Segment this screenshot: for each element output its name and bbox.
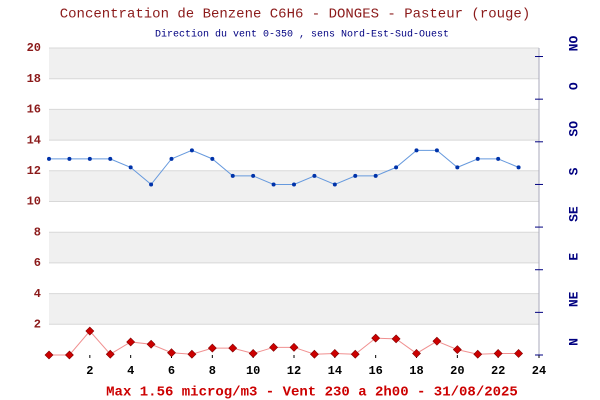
- data-point: [187, 349, 197, 359]
- data-point: [330, 349, 340, 358]
- data-point: [391, 334, 401, 344]
- data-point: [210, 156, 215, 161]
- y2-tick-label: NE: [566, 291, 581, 307]
- y-tick-label: 6: [34, 256, 41, 270]
- y2-tick-label: SE: [566, 206, 581, 222]
- y2-tick-label: E: [566, 253, 581, 261]
- x-tick-label: 12: [287, 364, 301, 378]
- data-point: [108, 156, 113, 161]
- data-point: [292, 182, 296, 187]
- data-point: [128, 165, 133, 170]
- data-point: [146, 339, 156, 349]
- data-point: [434, 148, 439, 153]
- y-tick-label: 14: [27, 133, 41, 147]
- y2-tick-label: N: [566, 338, 581, 346]
- data-point: [230, 173, 235, 178]
- data-point: [271, 182, 276, 187]
- data-point: [309, 349, 319, 359]
- data-point: [473, 349, 483, 359]
- data-point: [87, 156, 92, 161]
- data-point: [207, 343, 217, 353]
- data-point: [64, 350, 74, 360]
- data-point: [289, 342, 299, 352]
- x-tick-label: 2: [86, 364, 93, 378]
- data-point: [47, 156, 51, 161]
- grid-band: [49, 293, 539, 325]
- data-point: [149, 182, 154, 187]
- data-point: [105, 349, 115, 359]
- data-point: [350, 349, 360, 359]
- chart-title: Concentration de Benzene C6H6 - DONGES -…: [60, 7, 530, 23]
- x-tick-label: 24: [532, 364, 546, 378]
- data-point: [452, 345, 462, 355]
- x-tick-label: 6: [168, 364, 175, 378]
- data-point: [516, 165, 521, 170]
- data-point: [167, 348, 176, 358]
- grid-band: [49, 232, 539, 263]
- data-point: [432, 336, 442, 346]
- series-line: [49, 149, 519, 186]
- y-tick-label: 4: [34, 287, 41, 301]
- x-tick-label: 10: [246, 364, 260, 378]
- data-point: [455, 165, 460, 170]
- data-point: [85, 326, 95, 336]
- data-point: [412, 349, 421, 358]
- y-tick-label: 8: [34, 225, 41, 239]
- y2-tick-label: SO: [566, 121, 581, 137]
- data-point: [371, 333, 381, 343]
- data-point: [269, 342, 279, 352]
- data-point: [228, 343, 238, 353]
- y-tick-label: 20: [27, 41, 41, 55]
- data-point: [496, 156, 501, 161]
- y2-tick-label: S: [566, 167, 581, 175]
- y-tick-label: 10: [27, 195, 41, 209]
- data-point: [251, 173, 256, 178]
- x-tick-label: 20: [450, 364, 464, 378]
- data-point: [373, 173, 378, 178]
- x-tick-label: 16: [368, 364, 382, 378]
- series-line: [49, 330, 519, 356]
- x-tick-label: 22: [491, 364, 505, 378]
- y2-tick-label: NO: [566, 36, 581, 52]
- data-point: [353, 173, 358, 178]
- data-point: [67, 156, 72, 161]
- chart-footer: Max 1.56 microg/m3 - Vent 230 a 2h00 - 3…: [106, 385, 518, 400]
- grid-band: [49, 48, 539, 79]
- chart-subtitle: Direction du vent 0-350 , sens Nord-Est-…: [155, 29, 449, 41]
- x-tick-label: 18: [409, 364, 423, 378]
- data-point: [414, 148, 419, 153]
- y-tick-label: 2: [34, 317, 41, 331]
- data-point: [312, 173, 317, 178]
- y2-tick-label: O: [566, 82, 581, 90]
- data-point: [493, 349, 503, 358]
- data-point: [394, 165, 399, 170]
- x-tick-label: 4: [127, 364, 134, 378]
- grid-band: [49, 109, 539, 141]
- data-point: [248, 349, 258, 358]
- data-point: [126, 337, 136, 347]
- y-tick-label: 18: [27, 72, 41, 86]
- data-point: [475, 156, 480, 161]
- y-tick-label: 12: [27, 164, 41, 178]
- data-point: [332, 182, 337, 187]
- data-point: [514, 349, 524, 358]
- x-tick-label: 14: [328, 364, 342, 378]
- data-point: [44, 350, 54, 360]
- y-tick-label: 16: [27, 103, 41, 117]
- data-point: [189, 148, 194, 153]
- x-tick-label: 8: [209, 364, 216, 378]
- data-point: [169, 156, 174, 161]
